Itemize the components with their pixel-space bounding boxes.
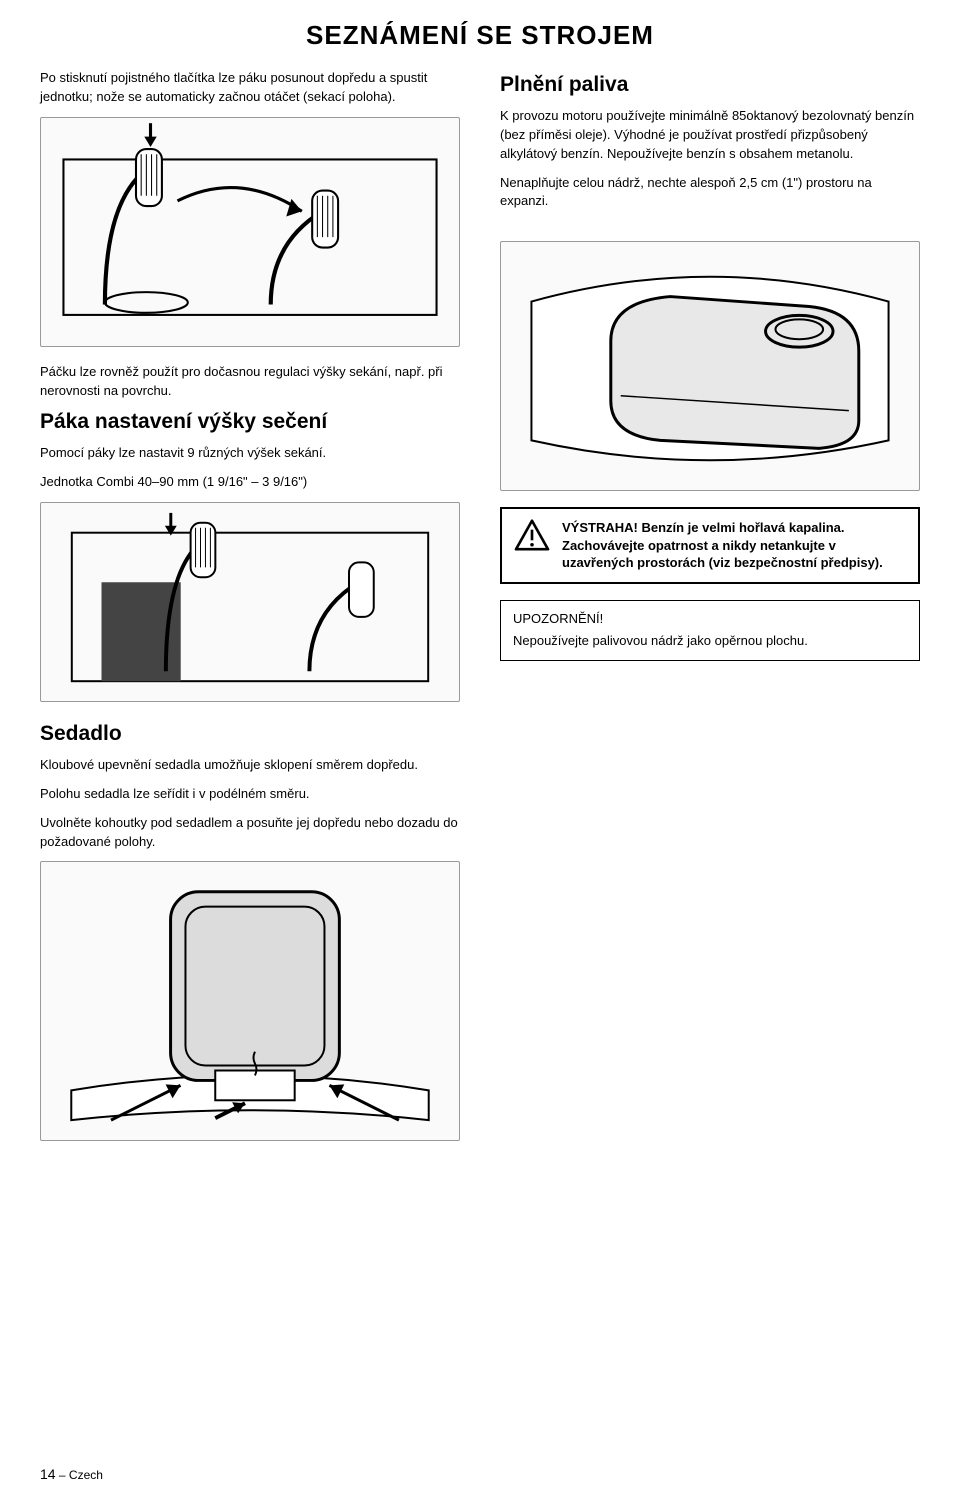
- warning-box: VÝSTRAHA! Benzín je velmi hořlavá kapali…: [500, 507, 920, 584]
- warning-label: VÝSTRAHA!: [562, 520, 638, 535]
- heading-seat: Sedadlo: [40, 722, 460, 746]
- height-text-1: Pomocí páky lze nastavit 9 různých výšek…: [40, 444, 460, 463]
- lever-hint-text: Páčku lze rovněž použít pro dočasnou reg…: [40, 363, 460, 401]
- seat-svg: [41, 862, 459, 1140]
- figure-height-lever: [40, 502, 460, 702]
- notice-box: UPOZORNĚNÍ! Nepoužívejte palivovou nádrž…: [500, 600, 920, 661]
- footer-lang: Czech: [69, 1468, 103, 1482]
- fuel-text-1: K provozu motoru používejte minimálně 85…: [500, 107, 920, 164]
- lever-push-svg: [41, 118, 459, 346]
- figure-lever-push: [40, 117, 460, 347]
- height-lever-svg: [41, 503, 459, 701]
- warning-text: VÝSTRAHA! Benzín je velmi hořlavá kapali…: [562, 519, 906, 572]
- seat-text-1: Kloubové upevnění sedadla umožňuje sklop…: [40, 756, 460, 775]
- seat-text-2: Polohu sedadla lze seřídit i v podélném …: [40, 785, 460, 804]
- page-title: SEZNÁMENÍ SE STROJEM: [40, 20, 920, 51]
- right-column: Plnění paliva K provozu motoru používejt…: [500, 69, 920, 1157]
- fuel-text-2: Nenaplňujte celou nádrž, nechte alespoň …: [500, 174, 920, 212]
- seat-text-3: Uvolněte kohoutky pod sedadlem a posuňte…: [40, 814, 460, 852]
- content-columns: Po stisknutí pojistného tlačítka lze pák…: [40, 69, 920, 1157]
- figure-seat: [40, 861, 460, 1141]
- intro-text: Po stisknutí pojistného tlačítka lze pák…: [40, 69, 460, 107]
- fuel-tank-svg: [501, 242, 919, 490]
- heading-height-lever: Páka nastavení výšky sečení: [40, 410, 460, 434]
- height-text-2: Jednotka Combi 40–90 mm (1 9/16" – 3 9/1…: [40, 473, 460, 492]
- heading-fuel: Plnění paliva: [500, 73, 920, 97]
- left-column: Po stisknutí pojistného tlačítka lze pák…: [40, 69, 460, 1157]
- warning-triangle-icon: [514, 519, 550, 551]
- footer-sep: –: [56, 1468, 69, 1482]
- footer-page-number: 14: [40, 1466, 56, 1482]
- notice-title: UPOZORNĚNÍ!: [513, 611, 907, 626]
- figure-fuel-tank: [500, 241, 920, 491]
- notice-body: Nepoužívejte palivovou nádrž jako opěrno…: [513, 632, 907, 650]
- page-footer: 14 – Czech: [40, 1466, 103, 1482]
